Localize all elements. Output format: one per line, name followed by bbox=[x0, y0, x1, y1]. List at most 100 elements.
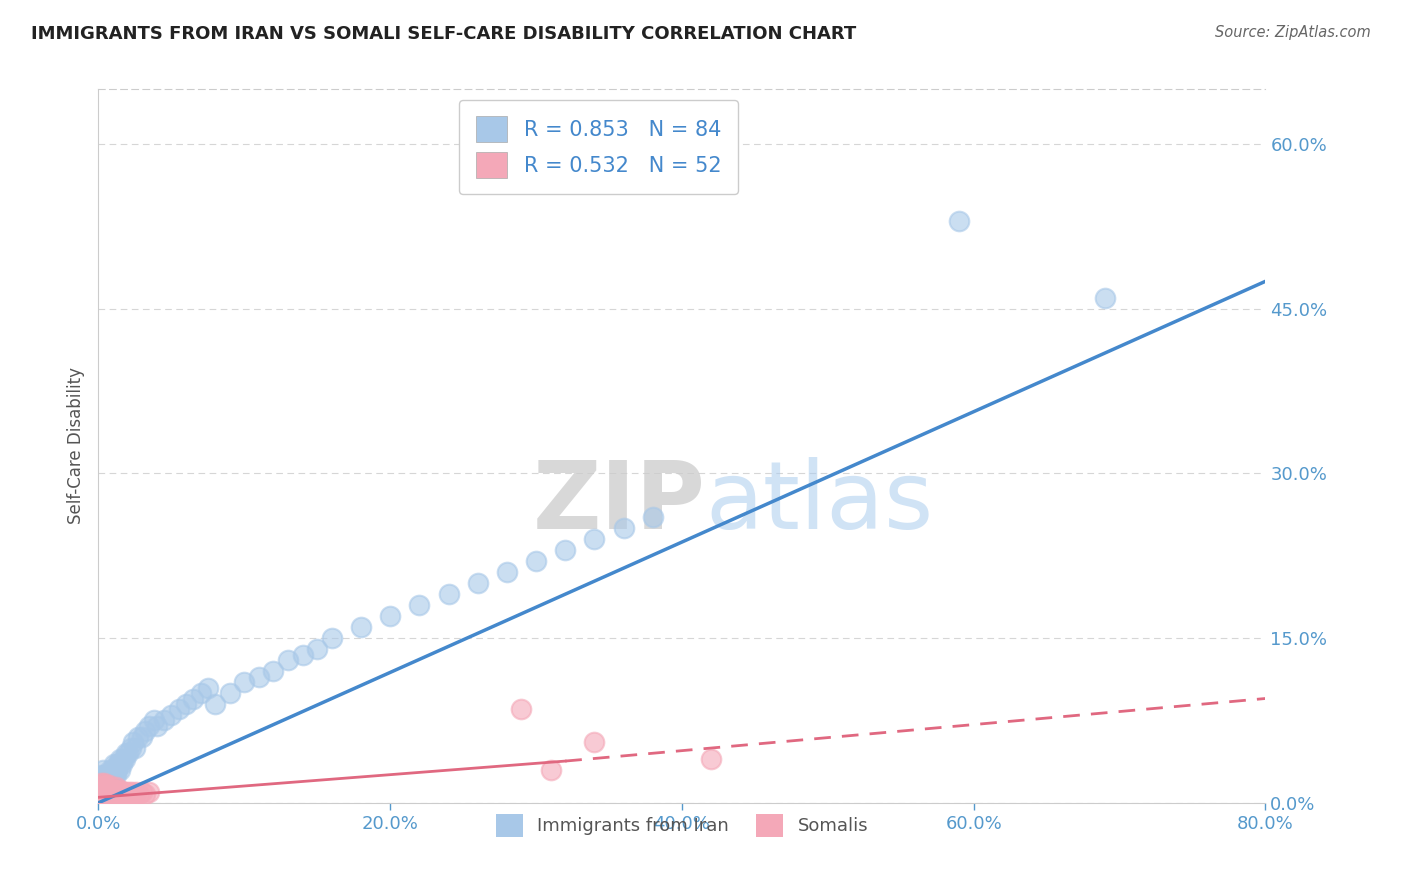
Point bbox=[138, 785, 160, 799]
Point bbox=[108, 757, 131, 772]
Point bbox=[101, 763, 124, 777]
Point bbox=[111, 787, 134, 801]
Point bbox=[233, 675, 256, 690]
Point bbox=[131, 730, 153, 744]
Point bbox=[105, 787, 128, 801]
Point bbox=[96, 785, 118, 799]
Point bbox=[93, 782, 115, 797]
Point bbox=[112, 785, 135, 799]
Point bbox=[134, 787, 156, 801]
Point bbox=[380, 609, 402, 624]
Point bbox=[540, 763, 562, 777]
Point bbox=[98, 782, 121, 797]
Point bbox=[103, 787, 125, 801]
Point bbox=[510, 702, 533, 716]
Point bbox=[122, 735, 145, 749]
Point bbox=[120, 740, 142, 755]
Point bbox=[91, 780, 114, 794]
Text: ZIP: ZIP bbox=[533, 457, 706, 549]
Point bbox=[104, 787, 127, 801]
Point bbox=[93, 780, 115, 794]
Point bbox=[160, 708, 183, 723]
Point bbox=[96, 768, 118, 782]
Point bbox=[93, 776, 115, 790]
Point bbox=[97, 778, 120, 792]
Point bbox=[127, 730, 149, 744]
Text: IMMIGRANTS FROM IRAN VS SOMALI SELF-CARE DISABILITY CORRELATION CHART: IMMIGRANTS FROM IRAN VS SOMALI SELF-CARE… bbox=[31, 25, 856, 43]
Point bbox=[153, 714, 176, 728]
Point bbox=[437, 587, 460, 601]
Point bbox=[91, 787, 114, 801]
Point bbox=[117, 787, 139, 801]
Point bbox=[103, 763, 125, 777]
Point bbox=[90, 787, 112, 801]
Text: Source: ZipAtlas.com: Source: ZipAtlas.com bbox=[1215, 25, 1371, 40]
Point bbox=[91, 773, 114, 788]
Point bbox=[89, 773, 111, 788]
Point bbox=[1094, 291, 1116, 305]
Point bbox=[612, 521, 634, 535]
Point bbox=[350, 620, 373, 634]
Point bbox=[104, 763, 127, 777]
Point bbox=[167, 702, 190, 716]
Point bbox=[97, 782, 120, 797]
Point bbox=[128, 787, 150, 801]
Point bbox=[948, 214, 970, 228]
Point bbox=[90, 776, 112, 790]
Point bbox=[124, 740, 146, 755]
Point bbox=[89, 780, 111, 794]
Text: atlas: atlas bbox=[706, 457, 934, 549]
Point bbox=[94, 787, 117, 801]
Point bbox=[93, 773, 115, 788]
Point bbox=[101, 782, 124, 797]
Point bbox=[114, 752, 136, 766]
Point bbox=[110, 763, 132, 777]
Point bbox=[700, 752, 723, 766]
Point bbox=[124, 787, 146, 801]
Point bbox=[98, 787, 121, 801]
Point bbox=[105, 757, 128, 772]
Point bbox=[467, 576, 489, 591]
Point bbox=[115, 785, 138, 799]
Point bbox=[96, 780, 118, 794]
Point bbox=[190, 686, 212, 700]
Point bbox=[197, 681, 219, 695]
Point bbox=[93, 785, 115, 799]
Point bbox=[108, 785, 131, 799]
Point bbox=[100, 787, 122, 801]
Point bbox=[110, 752, 132, 766]
Point bbox=[291, 648, 314, 662]
Point bbox=[104, 780, 127, 795]
Point bbox=[101, 787, 124, 801]
Point bbox=[583, 533, 606, 547]
Point bbox=[94, 773, 117, 788]
Point bbox=[112, 752, 135, 766]
Point bbox=[94, 780, 117, 794]
Y-axis label: Self-Care Disability: Self-Care Disability bbox=[66, 368, 84, 524]
Point bbox=[262, 664, 284, 678]
Point bbox=[98, 763, 121, 777]
Point bbox=[321, 631, 343, 645]
Point bbox=[583, 735, 606, 749]
Point bbox=[142, 714, 165, 728]
Point bbox=[247, 669, 270, 683]
Point bbox=[104, 768, 127, 782]
Point bbox=[125, 785, 148, 799]
Point bbox=[105, 763, 128, 777]
Point bbox=[100, 768, 122, 782]
Point bbox=[91, 785, 114, 799]
Point bbox=[496, 566, 519, 580]
Point bbox=[174, 697, 197, 711]
Point bbox=[93, 768, 115, 782]
Point bbox=[90, 780, 112, 794]
Point bbox=[307, 642, 329, 657]
Point bbox=[118, 785, 141, 799]
Point bbox=[91, 763, 114, 777]
Point bbox=[103, 768, 125, 782]
Point bbox=[100, 773, 122, 788]
Point bbox=[94, 785, 117, 799]
Point bbox=[96, 782, 118, 797]
Point bbox=[90, 768, 112, 782]
Point bbox=[105, 782, 128, 797]
Point bbox=[97, 768, 120, 782]
